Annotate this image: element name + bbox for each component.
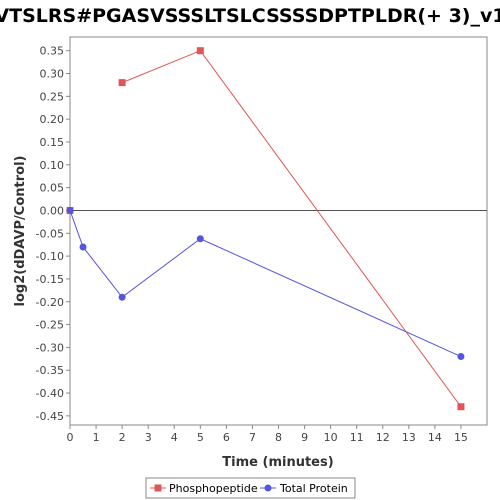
y-tick-label-neg0p25: -0.25 bbox=[36, 319, 64, 332]
x-tick-label-15: 15 bbox=[454, 431, 468, 444]
legend-label-phosphopeptide: Phosphopeptide bbox=[169, 482, 258, 495]
point-total-protein-2 bbox=[118, 293, 126, 301]
x-tick-label-10: 10 bbox=[324, 431, 338, 444]
x-tick-label-5: 5 bbox=[197, 431, 204, 444]
legend-label-total-protein: Total Protein bbox=[279, 482, 348, 495]
legend: Phosphopeptide Total Protein bbox=[145, 477, 356, 499]
y-tick-label-0p05: 0.05 bbox=[40, 182, 65, 195]
y-tick-label-neg0p4: -0.40 bbox=[36, 387, 64, 400]
y-tick-label-0p2: 0.20 bbox=[40, 113, 65, 126]
y-tick-label-0p15: 0.15 bbox=[40, 136, 65, 149]
y-axis-label: log2(dDAVP/Control) bbox=[13, 156, 28, 307]
x-tick-label-0: 0 bbox=[67, 431, 74, 444]
x-tick-label-7: 7 bbox=[249, 431, 256, 444]
x-tick-label-8: 8 bbox=[275, 431, 282, 444]
legend-marker-total-protein bbox=[264, 484, 272, 492]
y-tick-label-neg0p45: -0.45 bbox=[36, 410, 64, 423]
x-tick-label-14: 14 bbox=[428, 431, 442, 444]
series-layer bbox=[66, 47, 465, 411]
point-total-protein-3 bbox=[196, 235, 204, 243]
point-phosphopeptide-3 bbox=[457, 403, 465, 411]
plot-area bbox=[69, 36, 488, 426]
point-total-protein-4 bbox=[457, 353, 465, 361]
y-tick-label-neg0p05: -0.05 bbox=[36, 227, 64, 240]
y-tick-label-neg0p2: -0.20 bbox=[36, 296, 64, 309]
point-phosphopeptide-2 bbox=[196, 47, 204, 55]
x-axis: 0 1 2 3 4 5 6 7 8 9 10 11 12 13 14 15 bbox=[67, 425, 468, 444]
x-tick-label-2: 2 bbox=[119, 431, 126, 444]
y-tick-label-0p1: 0.10 bbox=[40, 159, 65, 172]
x-tick-label-13: 13 bbox=[402, 431, 416, 444]
y-tick-label-neg0p3: -0.30 bbox=[36, 341, 64, 354]
y-tick-label-neg0p1: -0.10 bbox=[36, 250, 64, 263]
x-tick-label-9: 9 bbox=[301, 431, 308, 444]
legend-box bbox=[145, 477, 356, 499]
chart-title: VTSLRS#PGASVSSSLTSLCSSSSDPTPLDR(+ 3)_v1 bbox=[0, 5, 500, 27]
x-tick-label-3: 3 bbox=[145, 431, 152, 444]
y-tick-label-neg0p35: -0.35 bbox=[36, 364, 64, 377]
x-tick-label-12: 12 bbox=[376, 431, 390, 444]
x-tick-label-11: 11 bbox=[350, 431, 364, 444]
x-tick-label-1: 1 bbox=[93, 431, 100, 444]
y-tick-label-0: 0.00 bbox=[40, 204, 65, 217]
y-tick-label-0p3: 0.30 bbox=[40, 68, 65, 81]
x-tick-label-4: 4 bbox=[171, 431, 178, 444]
y-tick-label-0p35: 0.35 bbox=[40, 45, 65, 58]
point-total-protein-1 bbox=[79, 243, 87, 251]
x-tick-label-6: 6 bbox=[223, 431, 230, 444]
y-axis: 0.35 0.30 0.25 0.20 0.15 0.10 0.05 0.00 -0.05 -0.… bbox=[36, 45, 70, 423]
x-axis-label: Time (minutes) bbox=[222, 455, 333, 470]
y-tick-label-0p25: 0.25 bbox=[40, 90, 65, 103]
legend-marker-phosphopeptide bbox=[154, 484, 162, 492]
point-phosphopeptide-1 bbox=[118, 79, 126, 87]
y-tick-label-neg0p15: -0.15 bbox=[36, 273, 64, 286]
point-total-protein-0 bbox=[66, 206, 74, 214]
